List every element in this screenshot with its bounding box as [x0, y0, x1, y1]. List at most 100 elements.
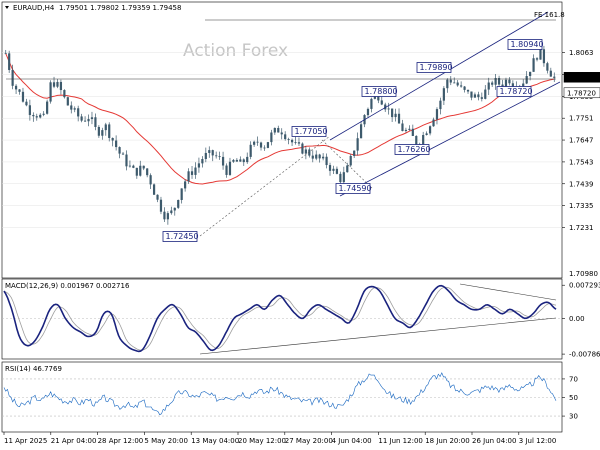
candle-body: [463, 86, 466, 90]
y-tick-label: 70: [569, 375, 578, 383]
y-tick-label: 1.7335: [569, 202, 594, 210]
candle-body: [287, 139, 290, 140]
level-label-box: [394, 144, 430, 155]
symbol-label: EURAUD,H4: [13, 4, 55, 12]
candle-body: [522, 83, 525, 87]
current-price-badge: [563, 72, 600, 83]
candle-body: [359, 124, 363, 139]
y-tick-label: 1.70980: [569, 270, 598, 278]
candle-body: [370, 98, 373, 109]
candle-body: [501, 84, 504, 87]
candle-body: [553, 76, 556, 78]
level-label: 1.74590: [339, 184, 372, 193]
candle-body: [529, 71, 532, 77]
level-label: 1.76260: [398, 145, 431, 154]
candle-body: [425, 133, 428, 135]
candle-body: [322, 156, 325, 159]
candle-body: [508, 79, 511, 84]
price-badge: [563, 87, 600, 99]
candle-body: [170, 210, 173, 214]
candle-body: [101, 130, 104, 136]
candle-body: [11, 69, 14, 86]
level-label-box: [416, 62, 452, 73]
level-label-box: [162, 231, 198, 242]
candle-body: [180, 188, 183, 200]
candle-body: [194, 167, 197, 175]
candle-body: [156, 194, 159, 200]
candle-body: [121, 153, 125, 155]
candle-body: [453, 82, 456, 84]
rsi-title: RSI(14) 46.7769: [5, 365, 62, 373]
candle-body: [59, 81, 63, 91]
candle-body: [4, 53, 7, 55]
candle-body: [484, 89, 487, 99]
candle-body: [494, 78, 497, 85]
candle-body: [456, 82, 459, 86]
watermark: Action Forex: [183, 41, 288, 61]
candle-body: [549, 70, 552, 77]
candle-body: [108, 124, 111, 138]
candle-body: [542, 49, 546, 64]
candle-body: [177, 199, 180, 208]
candle-body: [204, 152, 207, 160]
candle-body: [215, 155, 218, 157]
candle-body: [39, 114, 42, 118]
candle-body: [97, 126, 100, 136]
x-tick-label: 3 Jul 12:00: [519, 437, 557, 445]
dashed-projection-line: [321, 139, 373, 189]
candle-body: [487, 82, 490, 90]
candle-body: [242, 159, 245, 163]
candle-body: [380, 100, 383, 105]
macd-line: [3, 284, 557, 353]
x-tick-label: 5 May 20:00: [144, 437, 188, 445]
candle-body: [249, 144, 252, 157]
macd-trend-line: [199, 317, 557, 355]
candle-body: [460, 85, 463, 87]
candle-body: [339, 173, 342, 183]
candle-body: [42, 113, 45, 115]
candle-body: [470, 91, 473, 98]
candle-body: [187, 171, 190, 182]
candle-body: [52, 82, 56, 87]
candle-body: [284, 134, 287, 140]
macd-signal-line: [3, 286, 557, 351]
candle-body: [221, 156, 225, 166]
candle-body: [266, 142, 270, 148]
candle-body: [432, 119, 435, 127]
y-tick-label: 0.00: [569, 315, 585, 323]
candle-body: [439, 100, 442, 110]
candle-body: [225, 165, 228, 175]
candle-body: [373, 96, 376, 99]
rsi-line: [3, 372, 557, 416]
x-tick-label: 20 May 12:00: [238, 437, 286, 445]
candle-body: [83, 120, 87, 122]
candle-body: [66, 97, 69, 106]
candle-body: [197, 163, 201, 168]
macd-title: MACD(12,26,9) 0.001967 0.002716: [5, 282, 130, 290]
level-label: 1.79890: [420, 63, 453, 72]
dropdown-caret-icon[interactable]: [5, 6, 9, 9]
candle-body: [253, 141, 256, 145]
channel-lower-line: [339, 81, 561, 197]
candle-body: [311, 155, 314, 159]
candle-body: [411, 128, 414, 136]
candle-body: [18, 89, 21, 92]
candle-body: [142, 165, 145, 169]
candle-body: [111, 137, 114, 141]
candle-body: [235, 159, 238, 162]
candle-body: [163, 211, 166, 220]
candle-body: [477, 94, 480, 98]
candle-body: [115, 140, 118, 148]
candle-body: [346, 165, 349, 173]
candle-body: [218, 156, 221, 158]
current-price-label: 1.79458: [567, 74, 596, 82]
candle-body: [201, 159, 204, 164]
candle-body: [449, 79, 452, 83]
candle-body: [315, 154, 318, 159]
candle-body: [94, 117, 97, 127]
x-tick-label: 13 May 04:00: [191, 437, 239, 445]
candle-body: [25, 101, 28, 106]
y-tick-label: 1.7647: [569, 137, 594, 145]
candle-body: [80, 116, 83, 121]
